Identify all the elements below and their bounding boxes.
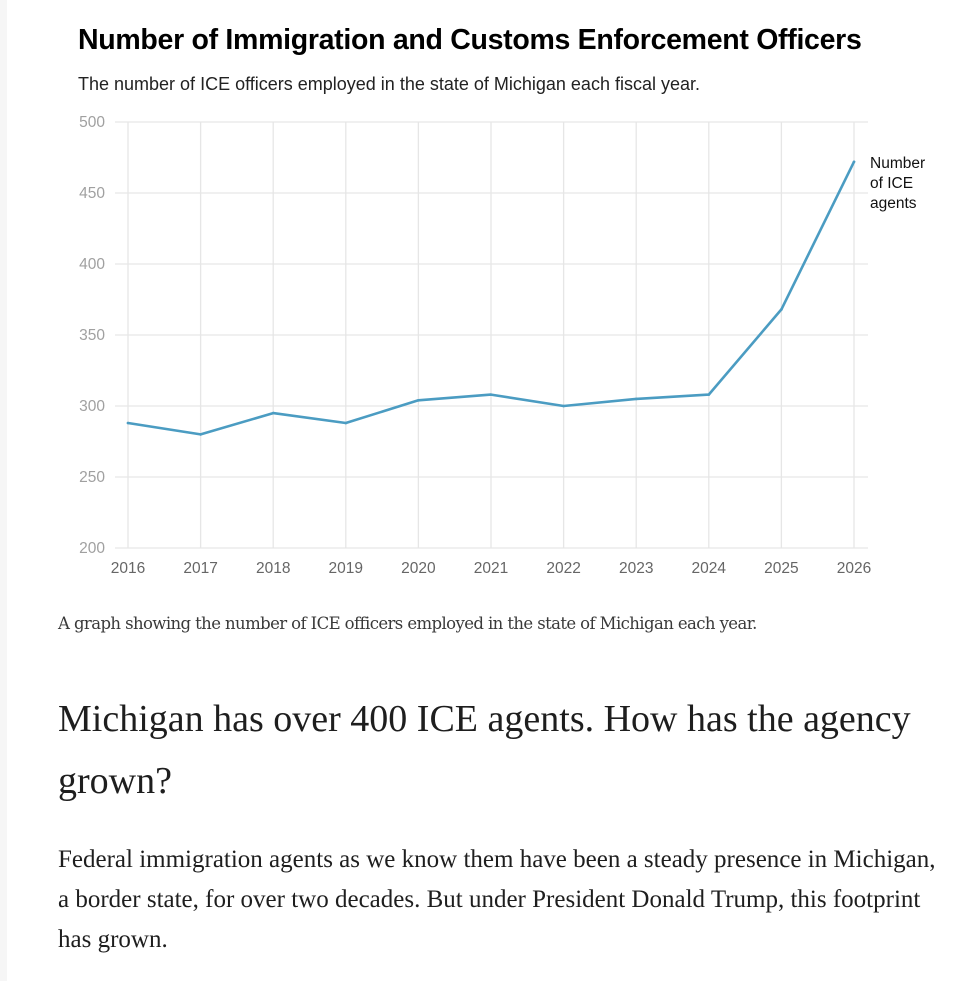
data-point xyxy=(199,433,202,436)
y-tick-label: 400 xyxy=(79,256,105,273)
x-tick-label: 2019 xyxy=(329,560,363,577)
x-tick-label: 2025 xyxy=(764,560,798,577)
chart-subtitle: The number of ICE officers employed in t… xyxy=(78,74,700,94)
x-tick-label: 2023 xyxy=(619,560,653,577)
x-tick-label: 2016 xyxy=(111,560,145,577)
x-tick-label: 2017 xyxy=(183,560,217,577)
data-point xyxy=(562,404,565,408)
x-gridlines xyxy=(127,122,855,548)
x-axis-ticks: 2016 2017 2018 2019 2020 2021 2022 2023 2024 2025… xyxy=(111,560,871,577)
data-point xyxy=(707,393,711,396)
article-headline: Michigan has over 400 ICE agents. How ha… xyxy=(58,698,911,802)
data-point xyxy=(344,421,348,425)
series-label-line: of ICE xyxy=(870,175,913,192)
y-tick-label: 350 xyxy=(79,327,105,344)
chart-title: Number of Immigration and Customs Enforc… xyxy=(78,24,862,56)
x-tick-label: 2020 xyxy=(401,560,436,577)
x-tick-label: 2022 xyxy=(546,560,580,577)
series-label-line: Number xyxy=(870,155,925,172)
y-axis-ticks: 200 250 300 350 400 450 500 xyxy=(79,114,105,557)
data-point xyxy=(634,397,638,401)
data-point xyxy=(780,308,783,311)
series-points xyxy=(126,160,856,436)
chart-caption: A graph showing the number of ICE office… xyxy=(58,614,757,633)
series-label: Number of ICE agents xyxy=(870,155,925,212)
data-point xyxy=(852,160,856,164)
x-tick-label: 2021 xyxy=(474,560,508,577)
data-point xyxy=(489,393,493,396)
y-tick-label: 300 xyxy=(79,398,105,415)
article-page: Number of Immigration and Customs Enforc… xyxy=(7,0,955,981)
y-tick-label: 250 xyxy=(79,469,105,486)
y-tick-label: 200 xyxy=(79,540,105,557)
data-point xyxy=(126,421,130,425)
article-paragraph: Federal immigration agents as we know th… xyxy=(58,846,936,953)
x-tick-label: 2026 xyxy=(837,560,871,577)
series-label-line: agents xyxy=(870,195,917,212)
data-point xyxy=(271,411,275,415)
x-tick-label: 2024 xyxy=(692,560,727,577)
x-tick-label: 2018 xyxy=(256,560,290,577)
y-tick-label: 450 xyxy=(79,185,105,202)
y-tick-label: 500 xyxy=(79,114,105,131)
data-point xyxy=(417,399,420,402)
